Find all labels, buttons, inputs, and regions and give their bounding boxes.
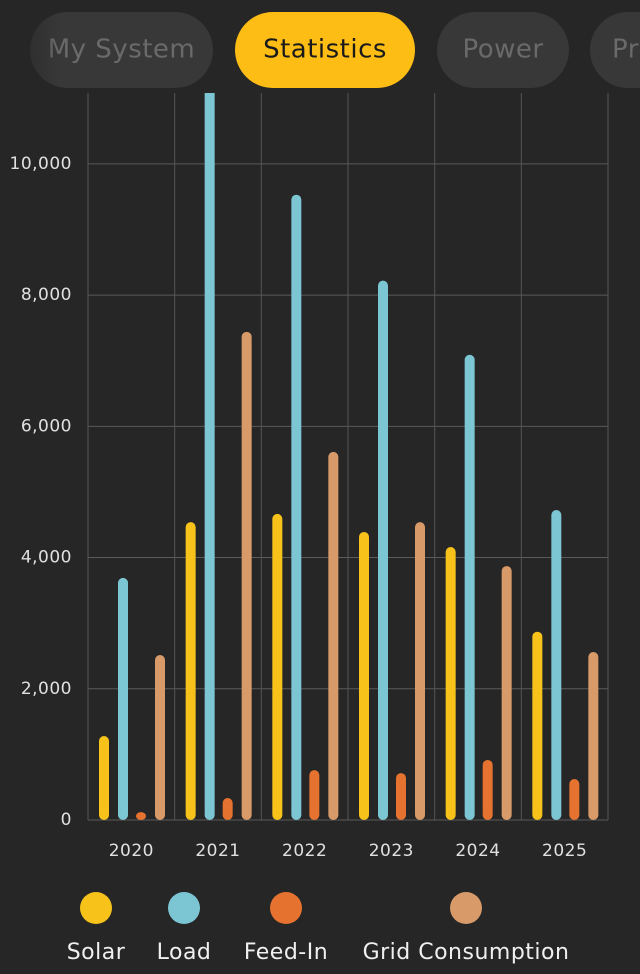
bar — [569, 778, 580, 820]
legend-swatch — [168, 892, 200, 924]
x-tick-label: 2024 — [455, 841, 500, 861]
bar — [309, 770, 320, 820]
bar — [241, 331, 252, 820]
bar — [551, 509, 562, 820]
bar — [482, 759, 493, 820]
bar — [588, 652, 599, 820]
y-tick-label: 0 — [61, 810, 72, 830]
bar — [291, 194, 302, 820]
legend-label: Feed-In — [244, 940, 328, 965]
tab-pill — [437, 12, 569, 88]
legend-swatch — [270, 892, 302, 924]
tab-pill — [30, 12, 213, 88]
bar — [136, 812, 146, 820]
bar — [222, 798, 233, 820]
legend-label: Load — [157, 940, 212, 965]
bar — [272, 513, 283, 820]
x-tick-label: 2021 — [195, 841, 240, 861]
bar — [99, 736, 109, 820]
bar — [445, 547, 456, 820]
y-tick-label: 2,000 — [21, 679, 72, 699]
tab-pill — [235, 12, 415, 88]
legend-item: Feed-In — [244, 892, 328, 965]
y-tick-label: 6,000 — [21, 416, 72, 436]
y-tick-label: 8,000 — [21, 285, 72, 305]
tab[interactable]: Power — [437, 12, 569, 88]
bar — [532, 631, 543, 820]
bar — [378, 280, 388, 820]
y-tick-label: 4,000 — [21, 548, 72, 568]
legend-label: Solar — [67, 940, 126, 965]
tab-label: Pr — [612, 35, 639, 65]
x-tick-label: 2020 — [109, 841, 154, 861]
legend-swatch — [80, 892, 112, 924]
labels: 0 2,000 4,000 6,000 8,000 10,000 2020 2021 2022 2… — [10, 154, 587, 965]
bar — [118, 577, 128, 820]
bar — [155, 654, 165, 820]
tab[interactable]: Pr — [590, 12, 640, 88]
legend-item: Solar — [67, 892, 126, 965]
tab-label: Statistics — [263, 35, 387, 65]
tab-pill — [590, 12, 640, 88]
x-tick-label: 2023 — [369, 841, 414, 861]
tab-label: Power — [462, 35, 543, 65]
tab[interactable]: My System — [30, 12, 213, 88]
legend-swatch — [450, 892, 482, 924]
bar — [396, 773, 406, 820]
bars — [99, 93, 599, 820]
bar — [415, 522, 425, 820]
x-tick-label: 2022 — [282, 841, 327, 861]
tab-label: My System — [48, 35, 196, 65]
tab[interactable]: Statistics — [235, 12, 415, 88]
legend-label: Grid Consumption — [363, 940, 570, 965]
tab-fade — [0, 10, 60, 90]
bar — [464, 354, 475, 820]
legend-item: Load — [157, 892, 212, 965]
bar — [501, 566, 512, 820]
y-tick-label: 10,000 — [10, 154, 72, 174]
legend-item: Grid Consumption — [363, 892, 570, 965]
bar — [328, 451, 339, 820]
bar — [204, 93, 215, 820]
x-tick-label: 2025 — [542, 841, 587, 861]
bar — [185, 522, 196, 820]
grid — [87, 93, 609, 821]
bar — [359, 531, 369, 820]
tab-bar: My System Statistics Power Pr — [0, 10, 640, 90]
